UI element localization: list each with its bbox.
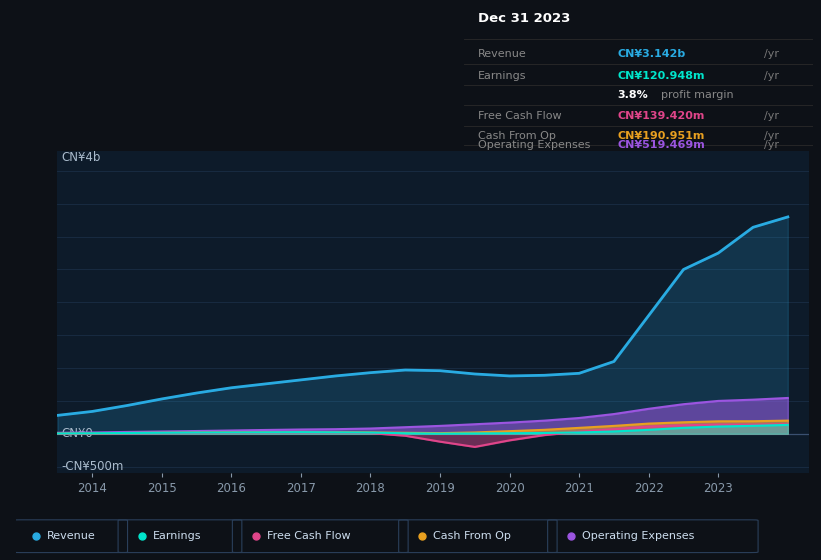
Text: CN¥519.469m: CN¥519.469m (617, 140, 705, 150)
Text: CN¥3.142b: CN¥3.142b (617, 49, 686, 59)
Text: Revenue: Revenue (47, 531, 96, 541)
Text: Cash From Op: Cash From Op (433, 531, 511, 541)
Text: Free Cash Flow: Free Cash Flow (267, 531, 351, 541)
Text: Free Cash Flow: Free Cash Flow (478, 111, 562, 121)
Text: Cash From Op: Cash From Op (478, 131, 556, 141)
Text: Dec 31 2023: Dec 31 2023 (478, 12, 571, 25)
Text: CN¥139.420m: CN¥139.420m (617, 111, 704, 121)
Text: Earnings: Earnings (478, 71, 526, 81)
Text: Operating Expenses: Operating Expenses (478, 140, 590, 150)
Text: CN¥190.951m: CN¥190.951m (617, 131, 704, 141)
Text: /yr: /yr (764, 131, 779, 141)
Text: 3.8%: 3.8% (617, 90, 648, 100)
Text: profit margin: profit margin (661, 90, 734, 100)
Text: CN¥4b: CN¥4b (62, 151, 101, 164)
Text: CN¥0: CN¥0 (62, 427, 93, 440)
Text: /yr: /yr (764, 140, 779, 150)
Text: Earnings: Earnings (153, 531, 201, 541)
Text: /yr: /yr (764, 111, 779, 121)
Text: CN¥120.948m: CN¥120.948m (617, 71, 705, 81)
Text: Revenue: Revenue (478, 49, 526, 59)
Text: -CN¥500m: -CN¥500m (62, 460, 124, 473)
Text: /yr: /yr (764, 49, 779, 59)
Text: /yr: /yr (764, 71, 779, 81)
Text: Operating Expenses: Operating Expenses (582, 531, 695, 541)
